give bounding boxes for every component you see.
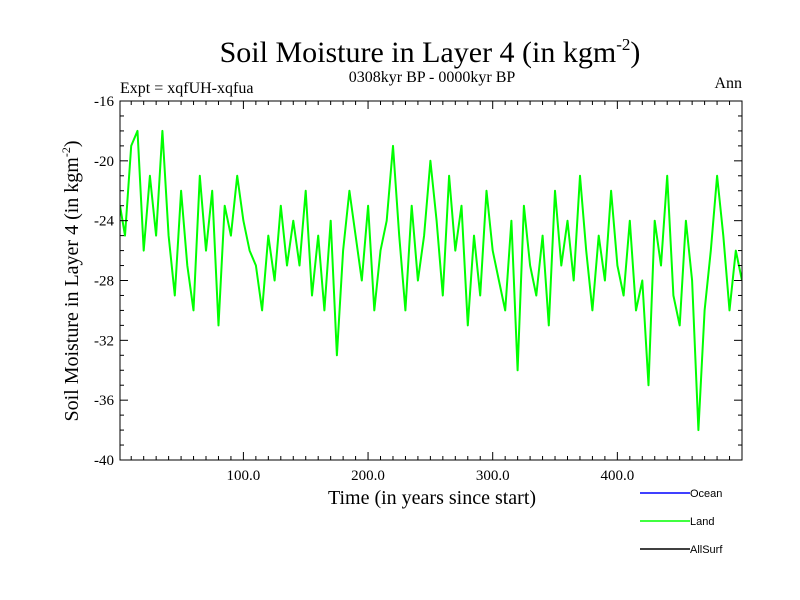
- y-tick-label: -32: [94, 333, 114, 349]
- season-label: Ann: [714, 75, 742, 92]
- series-line-land: [120, 129, 742, 432]
- chart-subtitle: 0308kyr BP - 0000kyr BP: [349, 69, 516, 86]
- y-tick-label: -24: [94, 214, 114, 230]
- chart-title-main: Soil Moisture in Layer 4 (in kgm: [220, 36, 617, 69]
- legend-label-land: Land: [690, 516, 714, 528]
- chart-title-sup: -2: [616, 35, 630, 54]
- y-tick-label: -20: [94, 154, 114, 170]
- y-axis-label: Soil Moisture in Layer 4 (in kgm-2): [59, 140, 83, 421]
- x-tick-label: 300.0: [476, 468, 510, 484]
- y-tick-label: -16: [94, 94, 114, 110]
- legend-label-ocean: Ocean: [690, 488, 722, 500]
- x-axis-label: Time (in years since start): [328, 487, 536, 509]
- plot-frame: [119, 100, 743, 461]
- y-axis-label-main: Soil Moisture in Layer 4 (in kgm: [61, 157, 83, 422]
- x-tick-label: 200.0: [351, 468, 385, 484]
- legend-label-allsurf: AllSurf: [690, 544, 723, 556]
- y-tick-label: -40: [94, 453, 114, 469]
- y-axis-label-sup: -2: [59, 147, 73, 157]
- ticks-layer: -16 -20 -24 -28 -32 -36 -40 100.0 200.0 300.0 400.…: [94, 94, 742, 484]
- y-tick-label: -28: [94, 274, 114, 290]
- legend: Ocean Land AllSurf: [640, 488, 723, 556]
- y-axis-label-close: ): [61, 140, 83, 147]
- experiment-label: Expt = xqfUH-xqfua: [120, 80, 253, 97]
- chart-title: Soil Moisture in Layer 4 (in kgm-2): [220, 35, 641, 69]
- x-tick-label: 400.0: [600, 468, 634, 484]
- y-tick-label: -36: [94, 393, 114, 409]
- chart-title-close: ): [630, 36, 640, 69]
- x-tick-label: 100.0: [227, 468, 261, 484]
- series-layer: [120, 129, 742, 432]
